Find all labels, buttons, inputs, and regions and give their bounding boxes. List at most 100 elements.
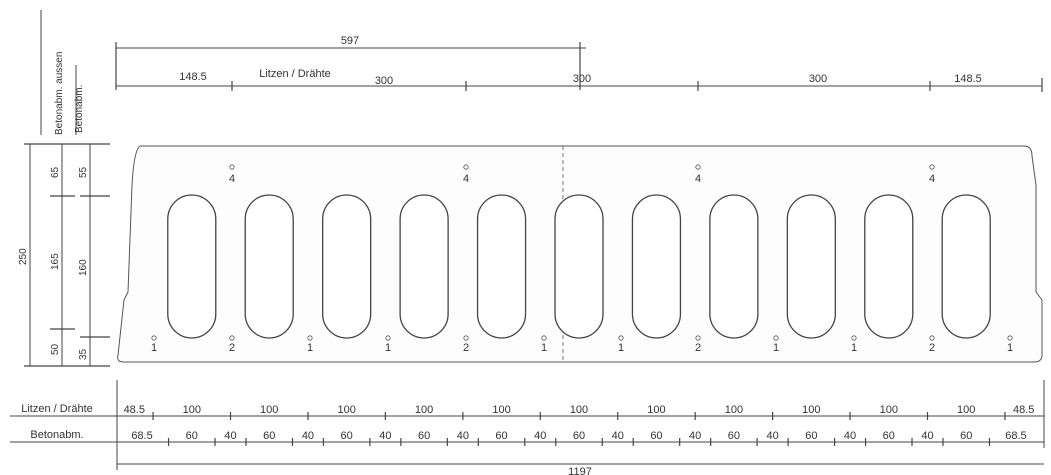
void-group (167, 194, 991, 339)
concrete-row-label: Betonabm. (30, 429, 83, 441)
strand-row-value: 48.5 (124, 404, 145, 416)
void-core (322, 194, 372, 339)
concrete-row-value: 60 (263, 430, 275, 442)
top-seg-2: 300 (375, 75, 393, 87)
bottom-strand-label-8: 2 (695, 342, 701, 354)
strand-row-value: 100 (725, 404, 743, 416)
strand-row-value: 100 (415, 404, 433, 416)
top-strand-label: Litzen / Drähte (259, 68, 331, 80)
top-strand: 4 (229, 164, 235, 185)
void-core (476, 194, 527, 339)
top-seg-1: 148.5 (179, 71, 207, 83)
inner-dim-3: 35 (78, 348, 89, 360)
concrete-row-value: 40 (766, 430, 778, 442)
bottom-dimension-group: Litzen / Drähte 48.5 100 100 100 100 100 100 10… (10, 380, 1045, 475)
total-width-label: 1197 (568, 466, 592, 475)
top-seg-3: 300 (573, 73, 591, 85)
bottom-strand: 2 (929, 335, 935, 354)
concrete-row-value: 60 (573, 430, 585, 442)
bottom-strand-label-7: 1 (618, 342, 624, 354)
outer-dim-2: 165 (50, 253, 61, 270)
strand-row-value: 100 (260, 404, 278, 416)
bottom-strand-label-6: 1 (541, 342, 547, 354)
total-height-label: 250 (18, 248, 29, 265)
concrete-row: 68.5 60 40 60 40 60 40 60 40 60 40 60 40 60 40 60 40 60 40… (131, 430, 1027, 446)
concrete-row-value: 40 (844, 430, 856, 442)
concrete-row-value: 40 (302, 430, 314, 442)
top-strand: 4 (463, 164, 469, 185)
bottom-strand: 1 (1007, 335, 1013, 354)
bottom-strand-label-9: 1 (773, 342, 779, 354)
strand-row-label: Litzen / Drähte (21, 403, 93, 415)
outer-dim-3: 50 (50, 343, 61, 355)
top-strand: 4 (695, 164, 701, 185)
bottom-strand-label-4: 1 (385, 342, 391, 354)
concrete-row-value: 60 (650, 430, 662, 442)
bottom-strand: 1 (851, 335, 857, 354)
bottom-strand: 1 (307, 335, 313, 354)
bottom-strand-label-1: 1 (151, 342, 157, 354)
concrete-row-value: 40 (534, 430, 546, 442)
void-core (399, 194, 449, 339)
strand-row: 48.5 100 100 100 100 100 100 100 100 100 100 100 48.… (124, 404, 1034, 420)
concrete-row-value: 40 (612, 430, 624, 442)
void-core (631, 194, 682, 339)
concrete-row-value: 60 (186, 430, 198, 442)
inner-dim-1: 55 (78, 166, 89, 178)
concrete-row-value: 60 (883, 430, 895, 442)
concrete-row-value: 40 (921, 430, 933, 442)
inner-dim-2: 160 (78, 259, 89, 276)
label-betonabm-left: Betonabm. (74, 85, 85, 133)
void-core (864, 194, 914, 339)
bottom-strand-label-11: 2 (929, 342, 935, 354)
concrete-row-value: 68.5 (1005, 430, 1026, 442)
half-length-label: 597 (341, 35, 359, 47)
bottom-strand: 1 (385, 335, 391, 354)
strand-row-value: 100 (647, 404, 665, 416)
strand-row-value: 100 (880, 404, 898, 416)
void-core (167, 194, 217, 339)
top-strand-label-1: 4 (229, 173, 235, 185)
top-strand: 4 (929, 164, 935, 185)
bottom-strand-group: 1 2 1 1 2 1 1 2 1 1 2 1 (151, 335, 1013, 354)
concrete-row-value: 40 (224, 430, 236, 442)
top-strand-label-3: 4 (695, 173, 701, 185)
concrete-row-value: 68.5 (131, 430, 152, 442)
void-core (941, 194, 991, 339)
concrete-row-value: 40 (689, 430, 701, 442)
top-strand-label-2: 4 (463, 173, 469, 185)
concrete-row-value: 60 (341, 430, 353, 442)
strand-row-value: 100 (492, 404, 510, 416)
bottom-strand: 1 (151, 335, 157, 354)
bottom-strand-label-3: 1 (307, 342, 313, 354)
bottom-strand: 2 (695, 335, 701, 354)
concrete-row-value: 60 (960, 430, 972, 442)
strand-row-value: 100 (337, 404, 355, 416)
label-betonabm-aussen: Betonabm. aussen (54, 52, 65, 135)
bottom-strand-label-2: 2 (229, 342, 235, 354)
bottom-strand: 1 (618, 335, 624, 354)
top-strand-label-4: 4 (929, 173, 935, 185)
strand-row-value: 100 (570, 404, 588, 416)
concrete-row-value: 40 (457, 430, 469, 442)
concrete-row-value: 60 (495, 430, 507, 442)
void-core (786, 194, 836, 339)
void-core (244, 194, 294, 339)
concrete-row-value: 60 (728, 430, 740, 442)
strand-row-value: 100 (957, 404, 975, 416)
outer-dim-1: 65 (50, 166, 61, 178)
concrete-row-value: 40 (379, 430, 391, 442)
top-dimension-group: 597 Litzen / Drähte 148.5 300 300 300 14… (115, 35, 1043, 92)
bottom-strand: 2 (463, 335, 469, 354)
top-seg-5: 148.5 (954, 73, 982, 85)
bottom-strand-label-12: 1 (1007, 342, 1013, 354)
void-core (709, 194, 759, 339)
void-core (554, 194, 604, 339)
concrete-row-value: 60 (418, 430, 430, 442)
bottom-strand-label-10: 1 (851, 342, 857, 354)
strand-row-value: 48.5 (1013, 404, 1034, 416)
concrete-row-value: 60 (805, 430, 817, 442)
strand-row-value: 100 (183, 404, 201, 416)
bottom-strand: 1 (541, 335, 547, 354)
bottom-strand: 2 (229, 335, 235, 354)
